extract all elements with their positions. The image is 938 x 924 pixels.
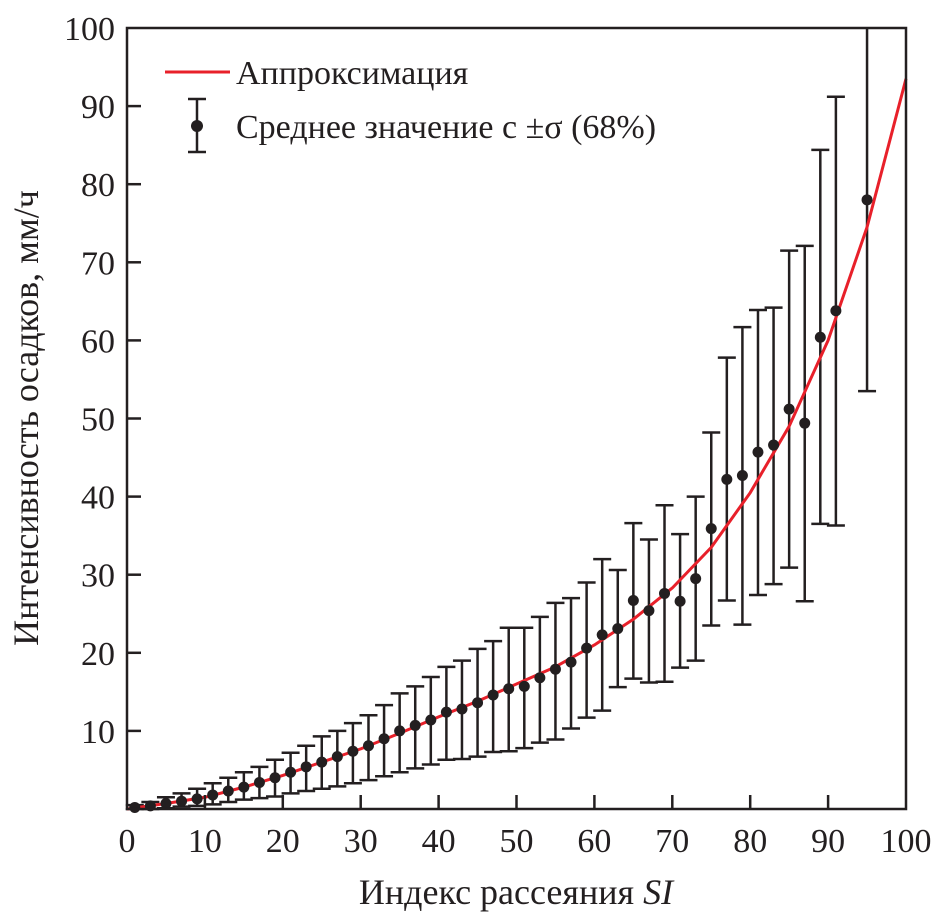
legend-fit-label: Аппроксимация bbox=[236, 55, 469, 92]
legend: Аппроксимация Среднее значение с ±σ (68%… bbox=[165, 55, 656, 154]
y-tick-label: 30 bbox=[81, 558, 115, 595]
data-point bbox=[160, 798, 172, 810]
data-point bbox=[222, 785, 234, 797]
data-point bbox=[596, 629, 608, 641]
data-point bbox=[799, 417, 811, 429]
y-tick-label: 50 bbox=[81, 402, 115, 439]
data-point bbox=[347, 745, 359, 757]
data-point bbox=[238, 781, 250, 793]
x-tick-label: 0 bbox=[119, 823, 136, 860]
x-axis-label-italic: SI bbox=[643, 872, 675, 912]
error-bar bbox=[858, 28, 877, 393]
data-point bbox=[503, 683, 515, 695]
data-point bbox=[565, 656, 577, 668]
data-point bbox=[425, 714, 437, 726]
data-point bbox=[207, 789, 219, 801]
data-point bbox=[456, 703, 468, 715]
data-point bbox=[534, 672, 546, 684]
data-point bbox=[768, 439, 780, 451]
data-point bbox=[285, 766, 297, 778]
y-tick-label: 20 bbox=[81, 636, 115, 673]
y-tick-label: 60 bbox=[81, 323, 115, 360]
x-tick-label: 60 bbox=[577, 823, 611, 860]
data-point bbox=[331, 751, 343, 763]
x-tick-label: 50 bbox=[500, 823, 534, 860]
x-tick-label: 40 bbox=[422, 823, 456, 860]
data-point bbox=[269, 772, 281, 784]
y-tick-label: 100 bbox=[64, 11, 115, 48]
axis-ticks: 0 10 20 30 40 50 60 70 80 90 100 10 20 30 40 50 60 70 80 90… bbox=[64, 11, 932, 860]
data-point bbox=[409, 719, 421, 731]
y-tick-label: 10 bbox=[81, 714, 115, 751]
data-point bbox=[394, 725, 406, 737]
x-axis-label-text: Индекс рассеяния bbox=[359, 872, 634, 912]
data-point bbox=[721, 473, 733, 485]
y-tick-label: 40 bbox=[81, 480, 115, 517]
data-point bbox=[253, 776, 265, 788]
x-axis-label: Индекс рассеяния SI bbox=[359, 872, 675, 912]
y-tick-label: 80 bbox=[81, 167, 115, 204]
data-point bbox=[518, 680, 530, 692]
x-tick-label: 90 bbox=[811, 823, 845, 860]
x-tick-label: 70 bbox=[655, 823, 689, 860]
data-point bbox=[549, 663, 561, 675]
data-point bbox=[191, 793, 203, 805]
data-point bbox=[362, 740, 374, 752]
data-point bbox=[814, 331, 826, 343]
legend-points-label: Среднее значение с ±σ (68%) bbox=[236, 109, 656, 146]
data-point bbox=[176, 795, 188, 807]
data-point bbox=[752, 446, 764, 458]
data-point bbox=[300, 761, 312, 773]
data-point bbox=[581, 642, 593, 654]
data-point bbox=[830, 305, 842, 317]
x-tick-label: 100 bbox=[881, 823, 932, 860]
data-point bbox=[612, 623, 624, 635]
x-tick-label: 20 bbox=[266, 823, 300, 860]
y-axis-label: Интенсивность осадков, мм/ч bbox=[6, 190, 46, 646]
data-point bbox=[472, 697, 484, 709]
data-point bbox=[440, 706, 452, 718]
data-point bbox=[643, 605, 655, 617]
data-point bbox=[674, 595, 686, 607]
data-point bbox=[129, 801, 141, 813]
y-tick-label: 70 bbox=[81, 245, 115, 282]
x-tick-label: 80 bbox=[733, 823, 767, 860]
plot-marks bbox=[125, 28, 908, 813]
data-point bbox=[690, 573, 702, 585]
legend-point-swatch bbox=[191, 120, 203, 132]
data-point bbox=[783, 403, 795, 415]
data-point bbox=[659, 587, 671, 599]
data-point bbox=[627, 594, 639, 606]
data-point bbox=[736, 470, 748, 482]
data-point bbox=[316, 756, 328, 768]
data-point bbox=[487, 689, 499, 701]
data-point bbox=[705, 523, 717, 535]
x-tick-label: 10 bbox=[188, 823, 222, 860]
data-point bbox=[378, 733, 390, 745]
y-tick-label: 90 bbox=[81, 89, 115, 126]
data-point bbox=[861, 194, 873, 206]
x-tick-label: 30 bbox=[344, 823, 378, 860]
